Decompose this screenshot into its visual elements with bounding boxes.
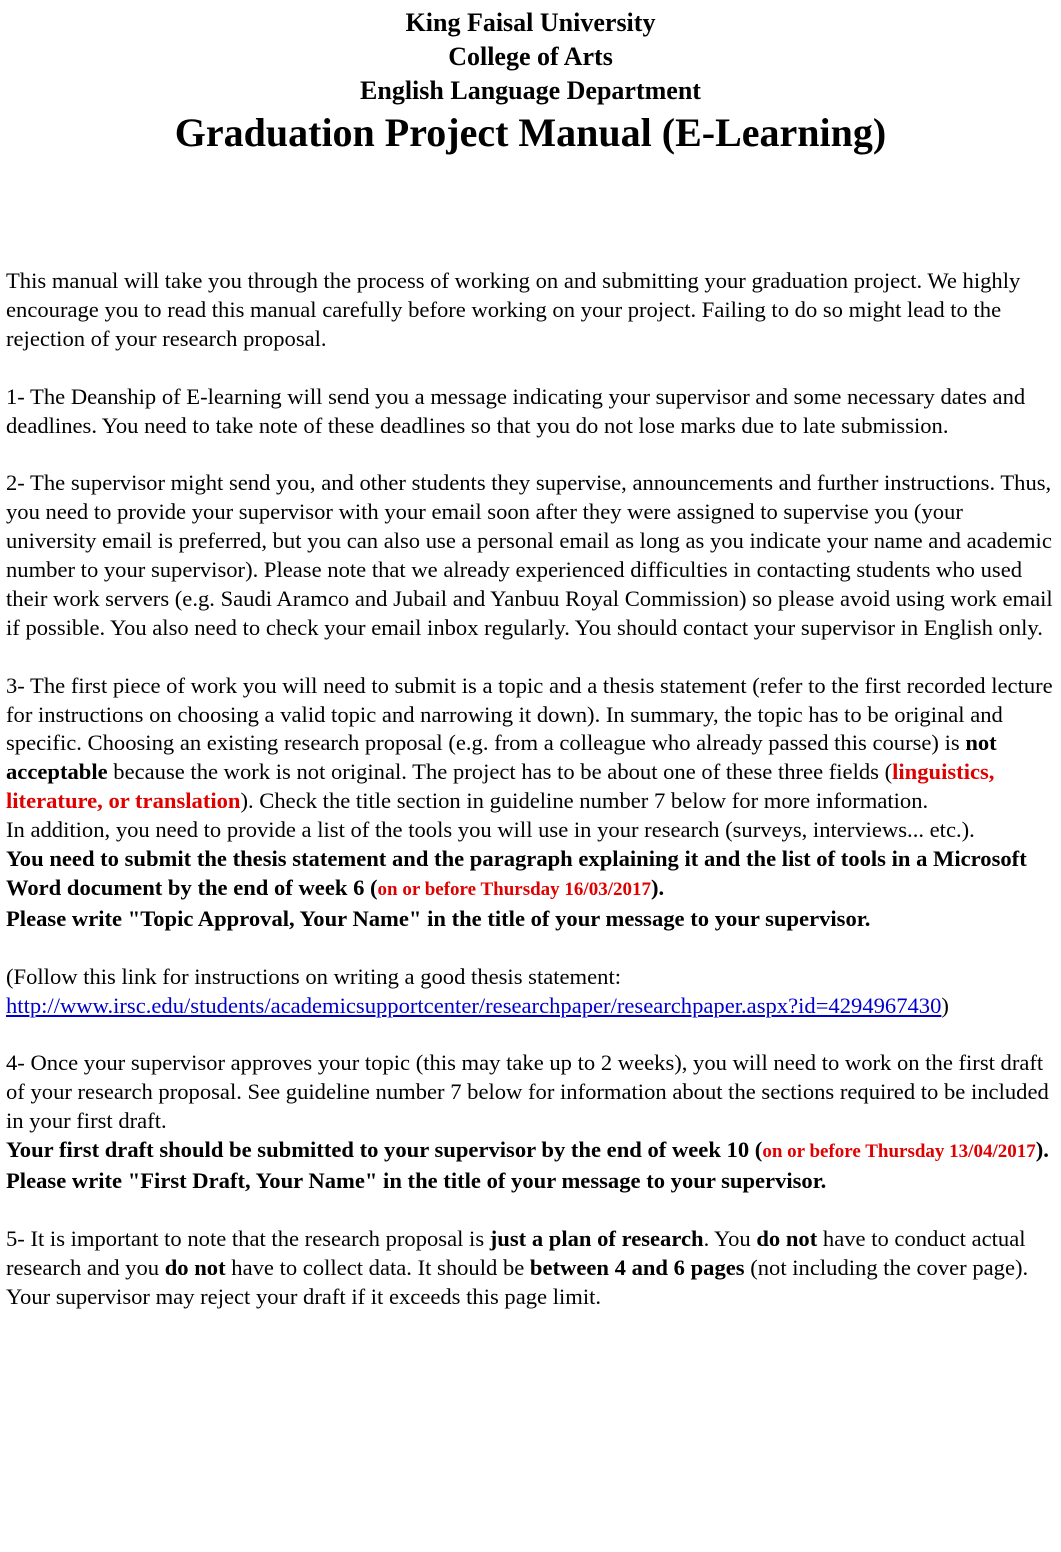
department-name: English Language Department	[360, 76, 701, 105]
guideline-3-text-a: 3- The first piece of work you will need…	[6, 672, 1053, 756]
thesis-link-paragraph: (Follow this link for instructions on wr…	[6, 963, 1054, 1021]
guideline-5-text-e: (not including the cover page). Your sup…	[6, 1254, 1029, 1309]
page-count-emphasis: between 4 and 6 pages	[529, 1254, 745, 1280]
do-not-emphasis-2: do not	[164, 1254, 226, 1280]
thesis-link-close: )	[941, 992, 949, 1018]
guideline-5-text-a: 5- It is important to note that the rese…	[6, 1225, 490, 1251]
guideline-4: 4- Once your supervisor approves your to…	[6, 1049, 1054, 1196]
guideline-1: 1- The Deanship of E-learning will send …	[6, 383, 1026, 438]
guideline-4-text: 4- Once your supervisor approves your to…	[6, 1050, 1049, 1134]
not-acceptable-emphasis: not acceptable	[6, 730, 997, 785]
fields-highlight: linguistics, literature, or translation	[6, 759, 995, 814]
guideline-5-text-d: have to collect data. It should be	[225, 1254, 530, 1280]
guideline-5-text-b: . You	[703, 1225, 757, 1251]
intro-paragraph: This manual will take you through the pr…	[6, 268, 1021, 351]
university-name: King Faisal University	[405, 8, 656, 37]
college-name: College of Arts	[448, 42, 613, 71]
guideline-3: 3- The first piece of work you will need…	[6, 672, 1054, 934]
first-draft-instruction: Your first draft should be submitted to …	[6, 1137, 763, 1163]
guideline-5-text-c: have to conduct actual research and you	[6, 1225, 1026, 1280]
plan-emphasis: just a plan of research	[489, 1225, 704, 1251]
guideline-3-text-c: ). Check the title section in guideline …	[240, 788, 929, 814]
submission-instruction: You need to submit the thesis statement …	[6, 846, 1027, 900]
document-title: Graduation Project Manual (E-Learning)	[174, 110, 887, 155]
guideline-2: 2- The supervisor might send you, and ot…	[6, 470, 1053, 640]
thesis-statement-link[interactable]: http://www.irsc.edu/students/academicsup…	[6, 992, 942, 1018]
first-draft-title-note: ). Please write "First Draft, Your Name"…	[6, 1137, 1049, 1194]
deadline-week-10: on or before Thursday 13/04/2017	[762, 1141, 1036, 1163]
do-not-emphasis-1: do not	[756, 1225, 818, 1251]
thesis-link-intro: (Follow this link for instructions on wr…	[6, 963, 622, 989]
document-body: This manual will take you through the pr…	[6, 267, 1054, 1340]
deadline-week-6: on or before Thursday 16/03/2017	[377, 878, 651, 900]
topic-approval-note: Please write "Topic Approval, Your Name"…	[6, 905, 871, 931]
guideline-3-text-b: because the work is not original. The pr…	[107, 759, 893, 785]
document-header: King Faisal University College of Arts E…	[0, 0, 1061, 158]
guideline-5: 5- It is important to note that the rese…	[6, 1225, 1054, 1312]
tools-note: In addition, you need to provide a list …	[6, 817, 975, 843]
submission-close: ).	[650, 874, 665, 900]
